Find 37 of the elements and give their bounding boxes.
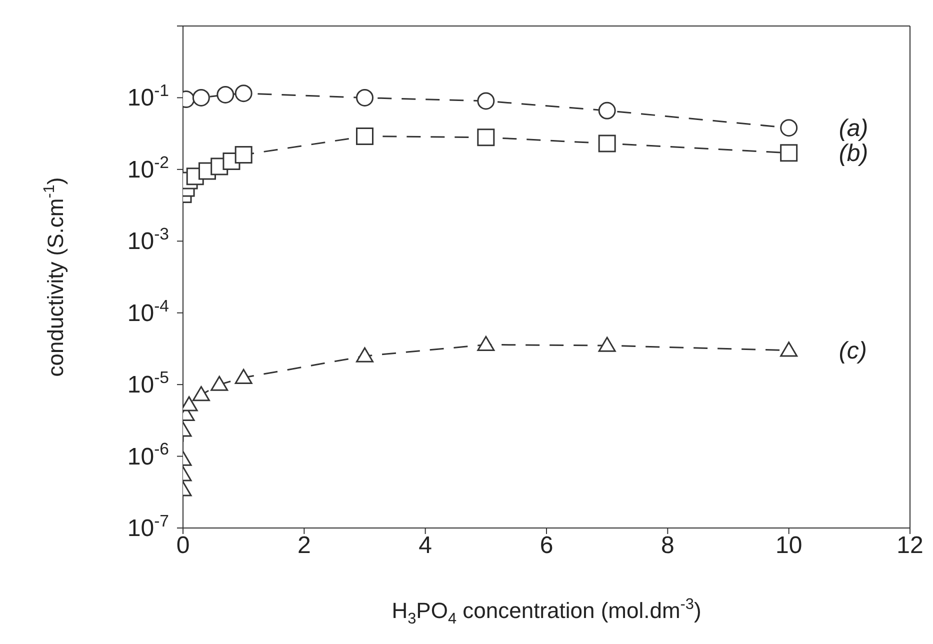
x-tick-label: 0: [176, 532, 190, 560]
series-label: (c): [838, 337, 867, 364]
point: [192, 386, 210, 402]
y-tick-label: 10$^{-2}$: [127, 152, 169, 184]
point: [598, 134, 616, 152]
point: [216, 86, 234, 104]
x-tick-label: 4: [418, 532, 432, 560]
x-tick-label: 6: [540, 532, 554, 560]
x-tick-label: 8: [660, 532, 674, 560]
point: [477, 92, 495, 110]
point: [780, 144, 798, 162]
x-axis-title: H$_{3}$PO$_{4}$ concentration (mol.dm$^{-3}$): [392, 596, 702, 628]
point: [780, 342, 798, 357]
point: [356, 88, 374, 106]
y-tick-label: 10$^{-4}$: [127, 296, 169, 327]
point: [356, 128, 374, 146]
point: [477, 128, 495, 146]
series-label: (a): [838, 114, 868, 142]
point: [192, 88, 210, 106]
series-label: (b): [838, 140, 868, 167]
point: [234, 368, 252, 384]
point: [234, 146, 252, 164]
y-tick-label: 10$^{-3}$: [127, 224, 169, 256]
y-tick-label: 10$^{-1}$: [127, 81, 169, 112]
y-tick-label: 10$^{-7}$: [127, 511, 169, 542]
point: [477, 336, 495, 352]
x-tick-label: 12: [896, 532, 924, 560]
y-tick-label: 10$^{-5}$: [127, 368, 169, 399]
x-tick-label: 10: [775, 532, 802, 560]
point: [598, 336, 616, 352]
point: [356, 347, 374, 362]
point: [780, 119, 798, 137]
x-tick-label: 2: [297, 532, 311, 560]
y-tick-label: 10$^{-6}$: [127, 440, 169, 470]
point: [234, 84, 252, 102]
point: [598, 102, 616, 120]
point: [210, 376, 228, 391]
